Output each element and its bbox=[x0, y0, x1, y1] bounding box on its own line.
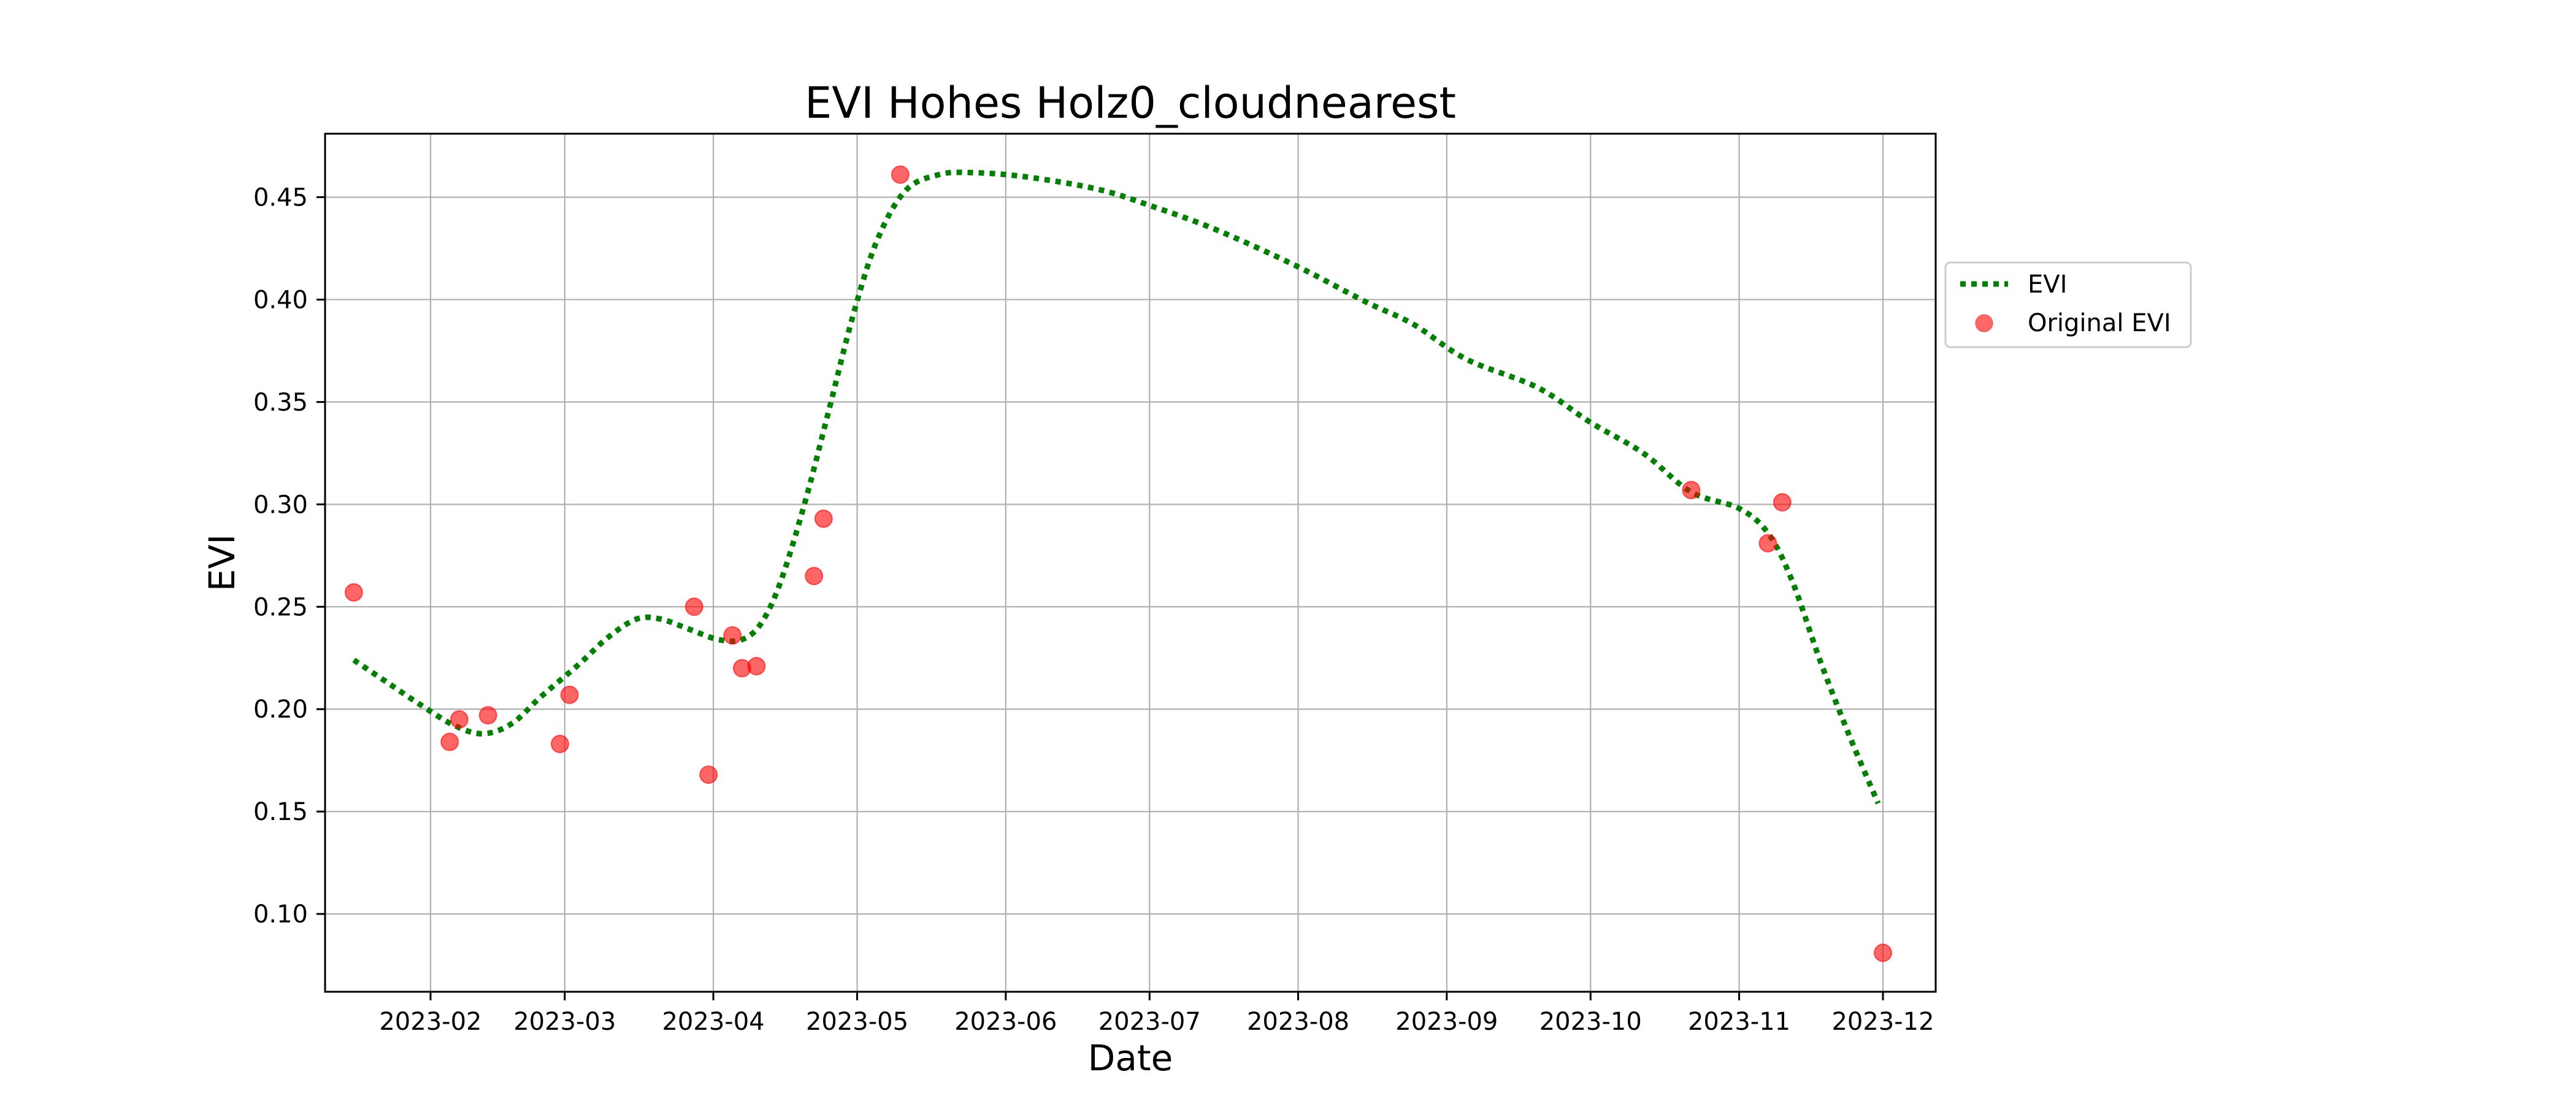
plot-frame bbox=[324, 132, 1937, 993]
scatter-point-original-evi bbox=[1758, 534, 1777, 553]
x-axis-label: Date bbox=[1088, 1037, 1173, 1079]
x-tick-label: 2023-06 bbox=[954, 1008, 1057, 1036]
y-tick-label: 0.15 bbox=[253, 798, 308, 826]
chart-title: EVI Hohes Holz0_cloudnearest bbox=[805, 78, 1456, 128]
scatter-point-original-evi bbox=[747, 657, 766, 676]
legend: EVI Original EVI bbox=[1944, 261, 2192, 348]
scatter-point-original-evi bbox=[478, 706, 497, 725]
scatter-point-original-evi bbox=[344, 583, 363, 602]
scatter-point-original-evi bbox=[1682, 480, 1701, 499]
x-tick-label: 2023-02 bbox=[379, 1008, 481, 1036]
scatter-point-original-evi bbox=[550, 734, 569, 753]
grid bbox=[325, 134, 1936, 992]
y-tick-label: 0.10 bbox=[253, 900, 308, 929]
scatter-point-original-evi bbox=[805, 567, 824, 586]
y-tick-label: 0.35 bbox=[253, 388, 308, 416]
legend-label-original-evi: Original EVI bbox=[2028, 309, 2171, 337]
x-tick-label: 2023-09 bbox=[1395, 1008, 1498, 1036]
scatter-point-original-evi bbox=[1773, 493, 1792, 512]
x-tick-label: 2023-12 bbox=[1831, 1008, 1934, 1036]
legend-swatch-original-evi bbox=[1975, 314, 1993, 332]
scatter-point-original-evi bbox=[891, 165, 910, 184]
y-tick-label: 0.40 bbox=[253, 286, 308, 314]
x-tick-label: 2023-11 bbox=[1688, 1008, 1790, 1036]
scatter-point-original-evi bbox=[440, 732, 459, 751]
y-axis-label: EVI bbox=[201, 534, 243, 591]
x-tick-label: 2023-03 bbox=[513, 1008, 616, 1036]
y-tick-label: 0.30 bbox=[253, 491, 308, 519]
scatter-point-original-evi bbox=[699, 765, 718, 784]
scatter-point-original-evi bbox=[450, 710, 469, 729]
y-tick-label: 0.20 bbox=[253, 696, 308, 724]
x-tick-label: 2023-04 bbox=[662, 1008, 764, 1036]
scatter-point-original-evi bbox=[723, 626, 742, 645]
legend-label-evi: EVI bbox=[2028, 270, 2067, 299]
y-tick-label: 0.45 bbox=[253, 184, 308, 212]
scatter-point-original-evi bbox=[814, 509, 833, 528]
x-tick-label: 2023-10 bbox=[1539, 1008, 1642, 1036]
y-tick-label: 0.25 bbox=[253, 593, 308, 621]
x-tick-label: 2023-08 bbox=[1247, 1008, 1349, 1036]
scatter-point-original-evi bbox=[1874, 943, 1893, 962]
plot-series bbox=[344, 165, 1893, 962]
scatter-point-original-evi bbox=[684, 597, 703, 616]
x-tick-label: 2023-05 bbox=[806, 1008, 908, 1036]
scatter-point-original-evi bbox=[560, 685, 579, 704]
x-tick-label: 2023-07 bbox=[1098, 1008, 1201, 1036]
axis-ticks: 2023-02 2023-03 2023-04 2023-05 2023-06 2023-… bbox=[253, 184, 1934, 1036]
